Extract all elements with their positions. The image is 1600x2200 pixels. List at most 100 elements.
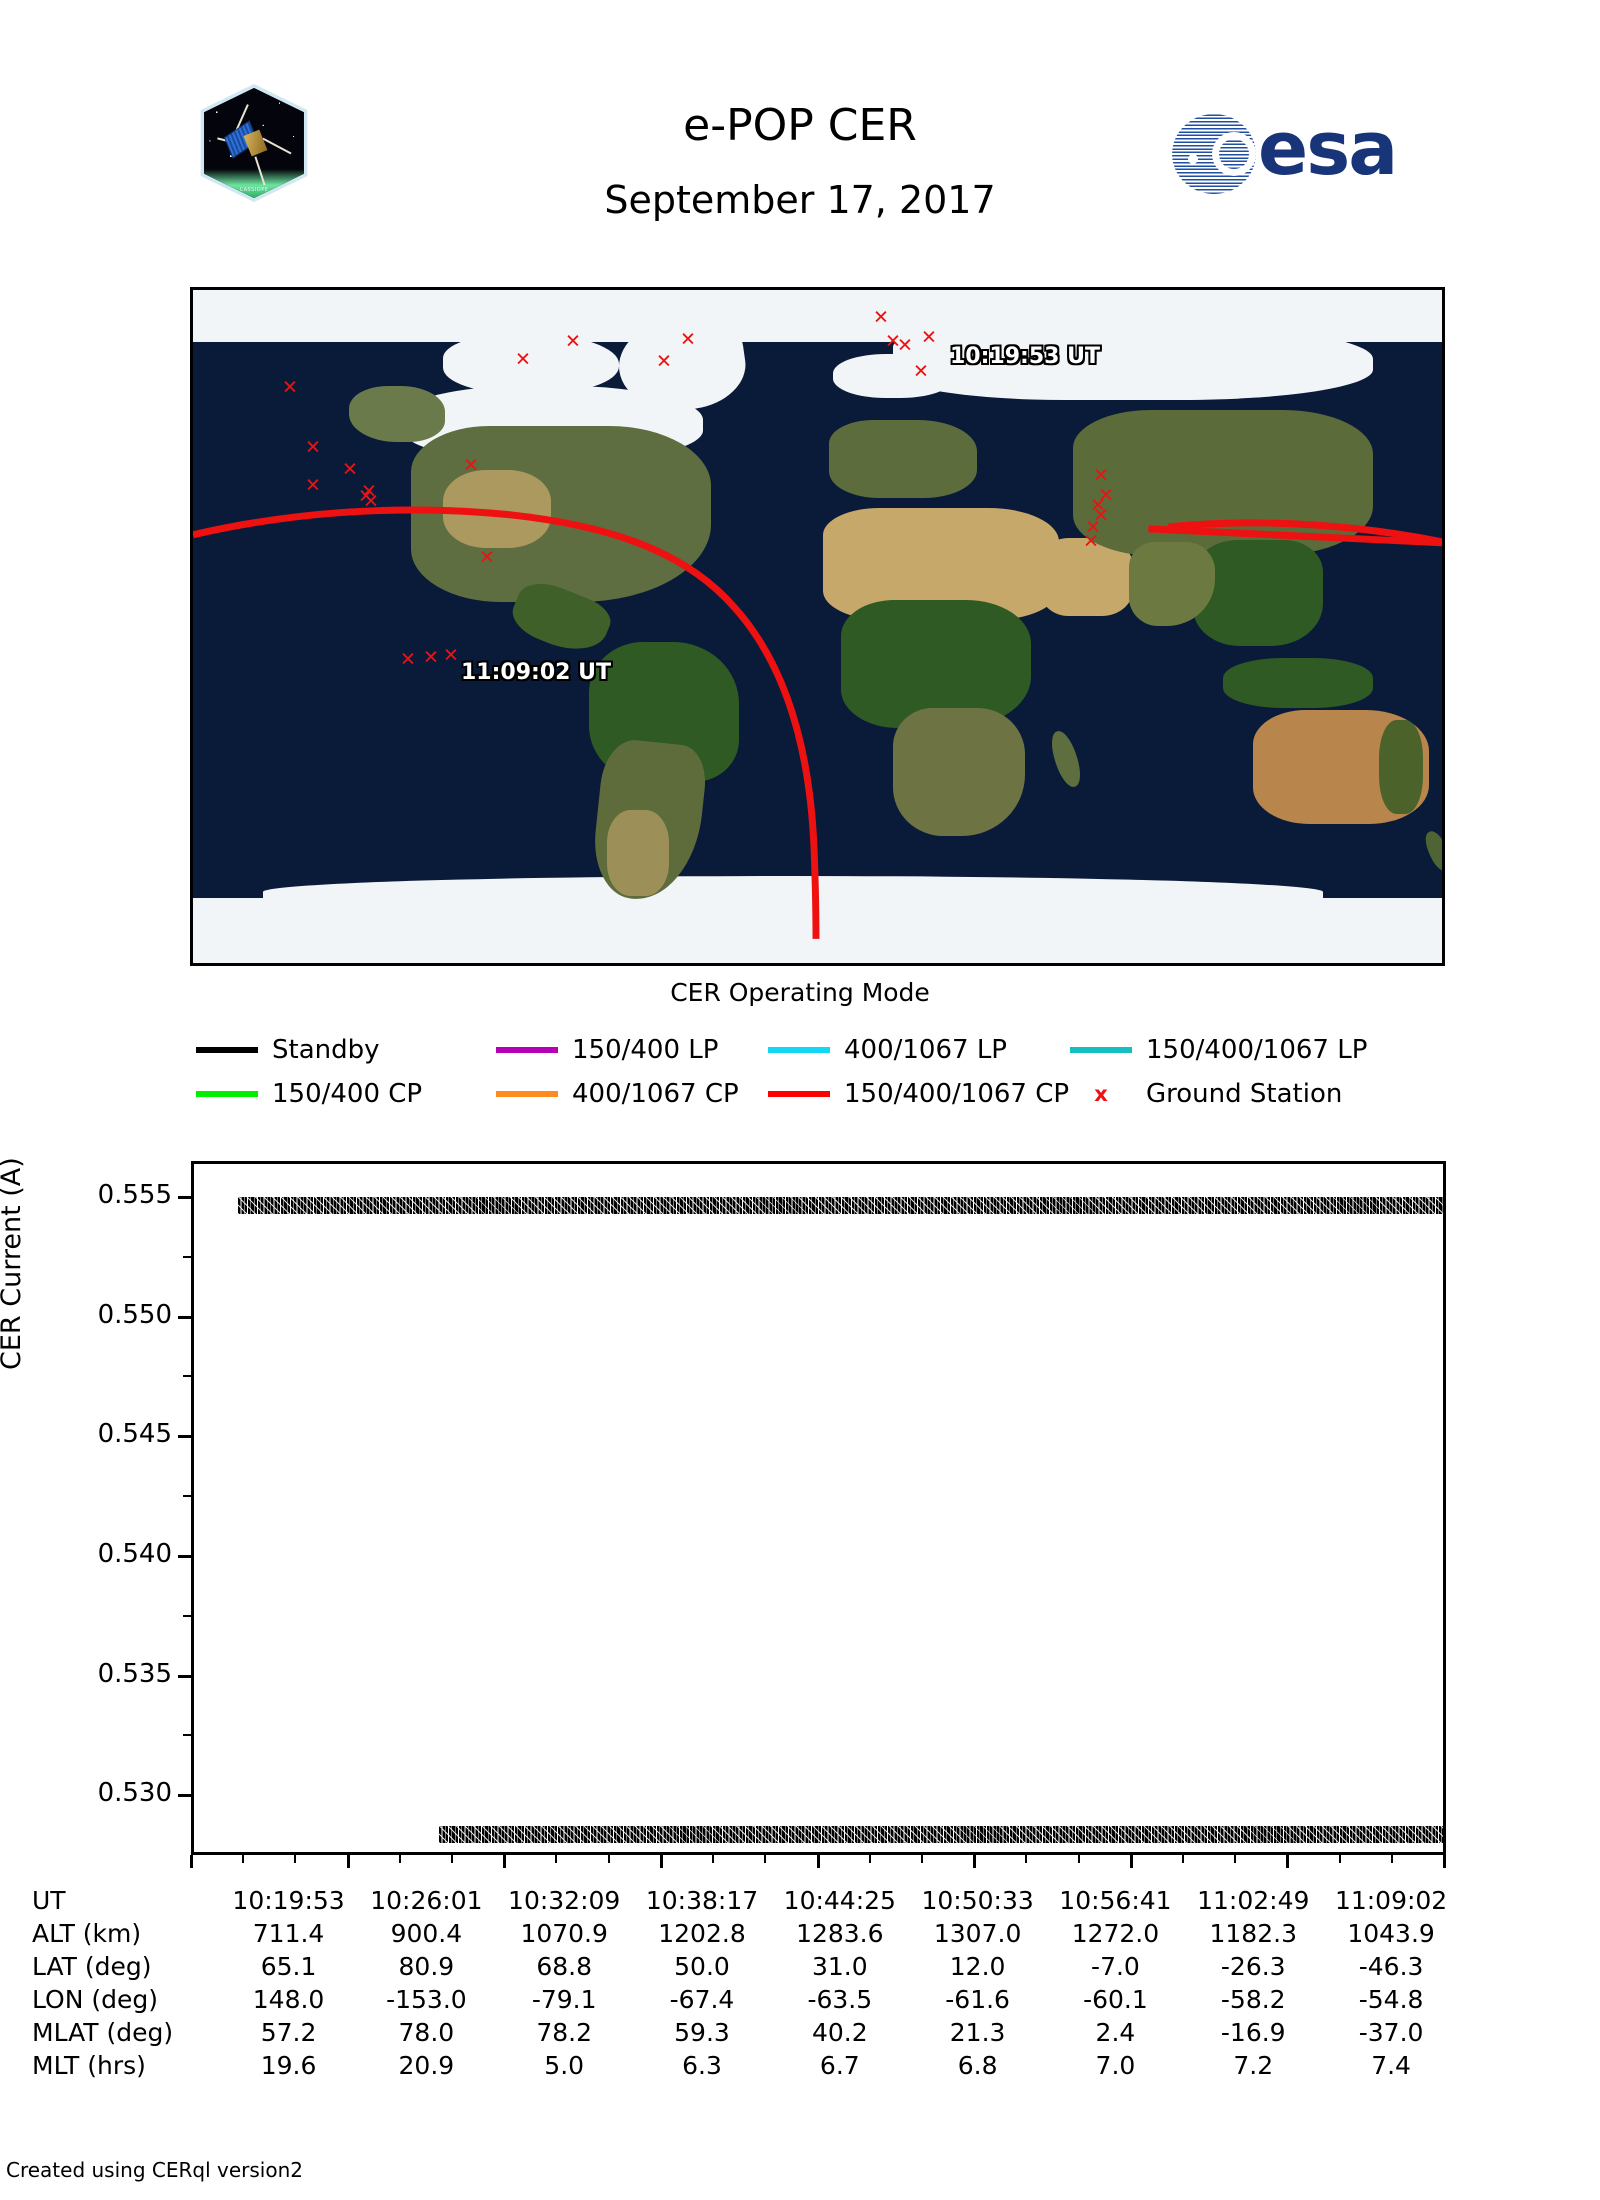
ground-station-marker: ✕ <box>443 644 459 667</box>
ground-station-marker: ✕ <box>565 330 581 353</box>
y-tick-minor <box>183 1375 191 1378</box>
logo-caption: CASSIOPE <box>239 186 269 193</box>
legend-label-150-400-1067-cp: 150/400/1067 CP <box>844 1079 1070 1109</box>
ground-station-marker: ✕ <box>305 474 321 497</box>
table-cell: 6.8 <box>957 2051 998 2080</box>
x-tick-minor <box>1025 1855 1028 1863</box>
ground-station-marker: ✕ <box>361 480 377 503</box>
legend-item-150-400-1067-lp: 150/400/1067 LP <box>1070 1035 1367 1065</box>
legend-swatch-150-400-cp <box>196 1091 258 1097</box>
table-cell: 20.9 <box>398 2051 455 2080</box>
y-tick-label: 0.550 <box>97 1299 172 1330</box>
table-cell: 10:44:25 <box>783 1886 896 1915</box>
x-tick-major <box>1129 1855 1133 1868</box>
table-row-label: MLT (hrs) <box>32 2051 146 2080</box>
cassiope-mission-logo: CASSIOPE <box>196 84 312 202</box>
table-row-label: LAT (deg) <box>32 1952 152 1981</box>
map-asia <box>1073 410 1373 556</box>
x-tick-minor <box>555 1855 558 1863</box>
esa-agency-logo: esa <box>1172 110 1452 196</box>
map-indonesia <box>1223 658 1373 708</box>
y-tick-label: 0.545 <box>97 1419 172 1450</box>
ground-station-marker: ✕ <box>913 360 929 383</box>
ground-station-marker: ✕ <box>1090 494 1106 517</box>
x-tick-minor <box>242 1855 245 1863</box>
data-band-low <box>438 1826 1443 1844</box>
legend-label-standby: Standby <box>272 1035 380 1065</box>
legend-item-ground-station: x Ground Station <box>1070 1079 1342 1109</box>
map-antarctic-ice <box>193 898 1442 963</box>
ground-station-marker: ✕ <box>305 436 321 459</box>
map-southern-africa <box>893 708 1025 836</box>
x-tick-minor <box>294 1855 297 1863</box>
x-tick-minor <box>1234 1855 1237 1863</box>
table-cell: 7.2 <box>1233 2051 1274 2080</box>
table-cell: 10:19:53 <box>232 1886 345 1915</box>
map-australia-east-coast <box>1379 720 1423 814</box>
legend-label-150-400-1067-lp: 150/400/1067 LP <box>1146 1035 1368 1065</box>
table-cell: -58.2 <box>1220 1985 1286 2014</box>
legend-item-150-400-cp: 150/400 CP <box>196 1079 496 1109</box>
ground-station-marker: ✕ <box>363 490 379 513</box>
table-cell: 148.0 <box>252 1985 325 2014</box>
table-cell: 900.4 <box>390 1919 463 1948</box>
x-tick-major <box>973 1855 977 1868</box>
ground-station-marker: ✕ <box>921 326 937 349</box>
table-cell: 7.4 <box>1371 2051 1411 2080</box>
ground-station-marker: ✕ <box>463 454 479 477</box>
x-tick-minor <box>1338 1855 1341 1863</box>
page-subtitle-date: September 17, 2017 <box>604 178 996 222</box>
table-cell: -63.5 <box>807 1985 873 2014</box>
legend-label-400-1067-lp: 400/1067 LP <box>844 1035 1007 1065</box>
table-cell: 59.3 <box>674 2018 730 2047</box>
table-cell: 6.3 <box>682 2051 722 2080</box>
y-tick-minor <box>183 1614 191 1617</box>
ground-station-marker: ✕ <box>873 306 889 329</box>
table-row: LON (deg) 148.0 -153.0 -79.1 -67.4 -63.5 -61.6… <box>30 1983 1460 2016</box>
legend-item-standby: Standby <box>196 1035 496 1065</box>
x-tick-major <box>816 1855 820 1868</box>
legend-row-2: 150/400 CP 400/1067 CP 150/400/1067 CP x… <box>196 1072 1426 1116</box>
x-tick-minor <box>868 1855 871 1863</box>
ground-station-marker: ✕ <box>400 648 416 671</box>
table-cell: -79.1 <box>531 1985 597 2014</box>
y-tick-label: 0.535 <box>97 1658 172 1689</box>
x-tick-major <box>659 1855 663 1868</box>
table-cell: 78.0 <box>398 2018 455 2047</box>
legend-item-150-400-1067-cp: 150/400/1067 CP <box>768 1079 1070 1109</box>
ground-station-marker: ✕ <box>1085 516 1101 539</box>
table-cell: 31.0 <box>811 1952 868 1981</box>
table-cell: -37.0 <box>1358 2018 1424 2047</box>
table-cell: 711.4 <box>252 1919 325 1948</box>
y-tick-label: 0.555 <box>97 1179 172 1210</box>
legend-swatch-150-400-lp <box>496 1047 558 1053</box>
ground-station-marker: ✕ <box>358 485 374 508</box>
table-row: UT 10:19:53 10:26:01 10:32:09 10:38:17 10:44:… <box>30 1884 1460 1917</box>
x-tick-minor <box>398 1855 401 1863</box>
table-row: LAT (deg) 65.1 80.9 68.8 50.0 31.0 12.0 -7.0 -26… <box>30 1950 1460 1983</box>
x-tick-major <box>1443 1855 1446 1868</box>
ground-station-marker: ✕ <box>680 328 696 351</box>
map-canadian-arctic <box>443 334 619 394</box>
table-cell: 1307.0 <box>933 1919 1022 1948</box>
map-caption: CER Operating Mode <box>670 978 930 1007</box>
x-tick-minor <box>1390 1855 1393 1863</box>
map-western-us-desert <box>443 470 551 548</box>
world-map-panel: ✕ ✕ ✕ ✕ ✕ ✕ ✕ ✕ ✕ ✕ ✕ ✕ ✕ ✕ ✕ ✕ ✕ ✕ ✕ ✕ … <box>190 287 1445 966</box>
legend-row-1: Standby 150/400 LP 400/1067 LP 150/400/1… <box>196 1028 1426 1072</box>
operating-mode-legend: Standby 150/400 LP 400/1067 LP 150/400/1… <box>196 1028 1426 1116</box>
ground-station-marker: ✕ <box>479 546 495 569</box>
esa-wordmark: esa <box>1258 106 1398 192</box>
ground-station-marker: ✕ <box>1093 464 1109 487</box>
y-tick-minor <box>183 1495 191 1498</box>
table-cell: 19.6 <box>260 2051 317 2080</box>
table-cell: -26.3 <box>1220 1952 1286 1981</box>
table-cell: 65.1 <box>260 1952 317 1981</box>
legend-item-150-400-lp: 150/400 LP <box>496 1035 768 1065</box>
ephemeris-table-grid: UT 10:19:53 10:26:01 10:32:09 10:38:17 10:44:… <box>30 1884 1460 2082</box>
table-cell: -67.4 <box>669 1985 735 2014</box>
map-southeast-asia <box>1193 540 1323 646</box>
table-cell: 50.0 <box>674 1952 730 1981</box>
legend-item-400-1067-cp: 400/1067 CP <box>496 1079 768 1109</box>
ground-station-marker: ✕ <box>342 458 358 481</box>
